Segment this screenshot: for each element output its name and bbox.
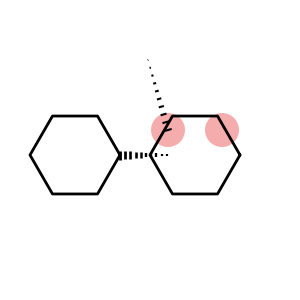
Circle shape bbox=[205, 113, 239, 147]
Circle shape bbox=[151, 113, 185, 147]
